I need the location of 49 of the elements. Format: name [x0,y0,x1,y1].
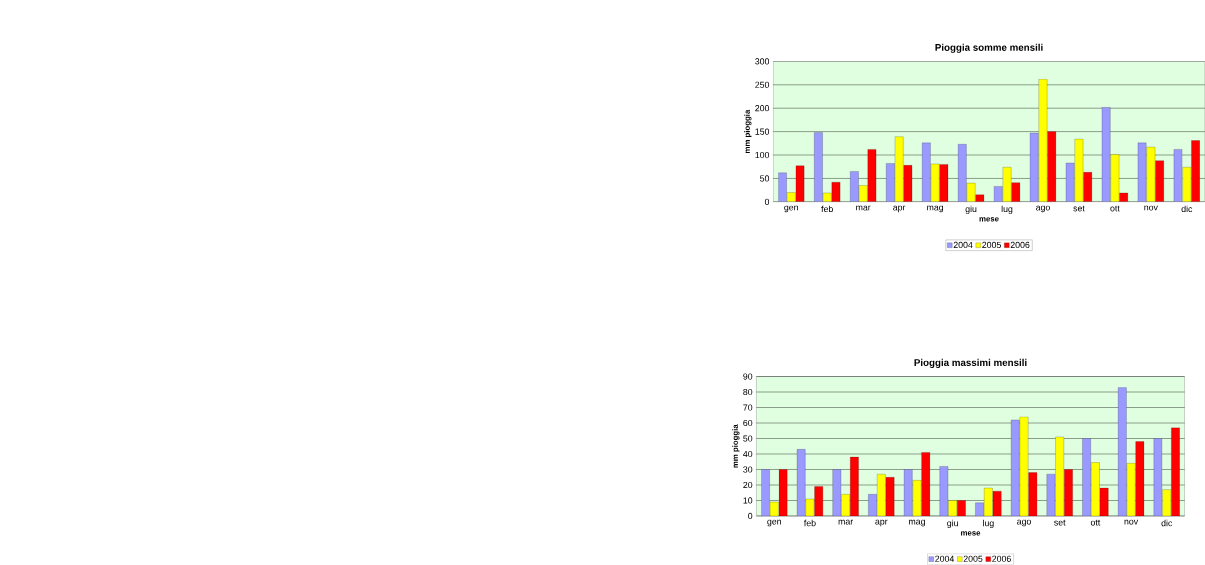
y-tick-label: 250 [755,81,770,89]
y-tick-label: 80 [743,389,753,396]
x-tick-label: set [1054,519,1066,526]
x-tick-label: lug [983,519,994,529]
y-tick-label: 300 [755,58,770,65]
y-tick-label: 50 [743,435,753,442]
x-tick-label: ott [1090,519,1101,526]
y-tick-label: 20 [743,482,753,489]
y-tick-label: 70 [743,404,753,411]
y-tick-label: 200 [755,105,770,112]
y-tick-label: 90 [743,373,753,380]
x-tick-label: apr [875,519,888,527]
x-tick-label: ago [1017,519,1031,527]
legend-label: 2004 [935,555,955,563]
x-tick-label: gen [767,519,782,527]
x-tick-label: nov [1144,205,1158,211]
x-tick-label: mar [856,205,871,211]
legend-label: 2004 [953,242,973,249]
y-tick-label: 0 [764,198,770,206]
x-tick-label: dic [1181,205,1193,213]
y-tick-label: 30 [743,466,753,473]
y-tick-label: 100 [755,152,770,159]
y-tick-label: 0 [748,513,753,520]
legend-label: 2006 [1010,242,1030,249]
legend-label: 2005 [963,555,983,563]
x-tick-label: mag [909,519,925,527]
x-tick-label: dic [1161,519,1173,527]
x-tick-label: feb [803,519,816,527]
x-tick-label: lug [1001,205,1013,215]
chart-title: Pioggia somme mensili [935,43,1043,54]
y-tick-label: 10 [743,497,753,504]
x-tick-label: giu [947,519,958,529]
y-tick-label: 150 [755,128,770,135]
x-tick-label: set [1073,205,1085,212]
x-tick-label: giu [965,205,977,215]
y-tick-label: 50 [760,175,770,182]
legend-label: 2005 [982,242,1001,249]
x-tick-label: ago [1036,205,1050,213]
legend-label: 2006 [992,555,1011,563]
y-tick-label: 40 [743,451,753,458]
x-tick-label: apr [893,205,906,213]
y-tick-label: 60 [743,420,753,427]
x-tick-label: mar [838,519,854,525]
x-tick-label: nov [1124,519,1139,525]
x-tick-label: mag [927,205,944,213]
chart-title: Pioggia massimi mensili [914,359,1027,369]
x-tick-label: ott [1110,205,1120,212]
x-tick-label: feb [821,205,833,213]
x-tick-label: gen [784,205,798,213]
